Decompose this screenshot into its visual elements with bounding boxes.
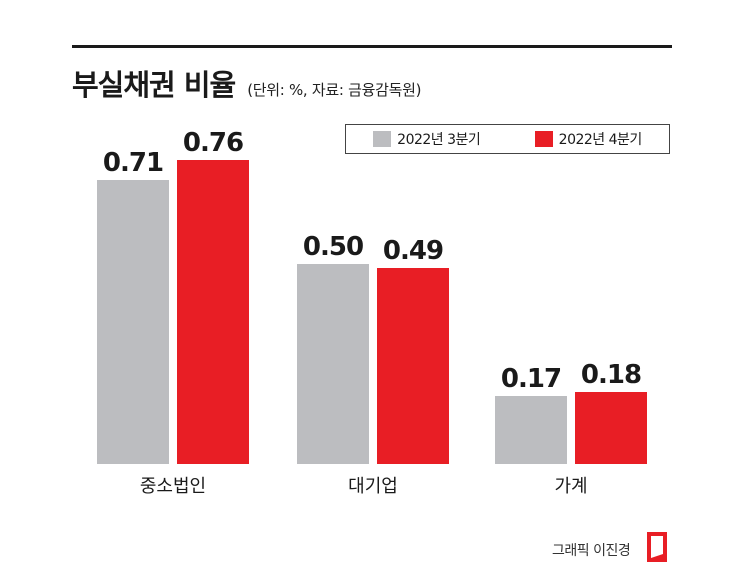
data-label-daegiup-s1: 0.50 bbox=[303, 232, 363, 262]
category-label-daegiup: 대기업 bbox=[348, 476, 398, 497]
bar-daegiup-s1 bbox=[297, 264, 369, 464]
data-label-gagye-s2: 0.18 bbox=[581, 360, 641, 390]
legend-swatch-q3 bbox=[373, 131, 392, 147]
legend-label-q4: 2022년 4분기 bbox=[558, 132, 643, 148]
legend-label-q3: 2022년 3분기 bbox=[397, 132, 481, 148]
legend-item-q3: 2022년 3분기 bbox=[373, 129, 481, 149]
data-label-jungso-s1: 0.71 bbox=[103, 148, 163, 178]
bar-jungso-s2 bbox=[177, 160, 249, 464]
bar-jungso-s1 bbox=[97, 180, 169, 464]
category-label-gagye: 가계 bbox=[554, 476, 587, 497]
data-label-jungso-s2: 0.76 bbox=[183, 128, 243, 158]
graphic-credit: 그래픽 이진경 bbox=[552, 543, 631, 559]
title-block: 부실채권 비율 (단위: %, 자료: 금융감독원) bbox=[72, 62, 421, 104]
legend-swatch-q4 bbox=[534, 131, 553, 147]
data-label-gagye-s1: 0.17 bbox=[501, 364, 561, 394]
top-rule bbox=[72, 45, 672, 48]
publisher-logo-icon bbox=[647, 532, 667, 562]
chart-title: 부실채권 비율 bbox=[72, 68, 236, 102]
bar-gagye-s2 bbox=[575, 392, 647, 464]
bar-daegiup-s2 bbox=[377, 268, 449, 464]
data-label-daegiup-s2: 0.49 bbox=[383, 236, 443, 266]
legend: 2022년 3분기 2022년 4분기 bbox=[345, 124, 670, 154]
legend-item-q4: 2022년 4분기 bbox=[534, 129, 643, 149]
chart-subtitle: (단위: %, 자료: 금융감독원) bbox=[247, 81, 422, 99]
bar-gagye-s1 bbox=[495, 396, 567, 464]
category-label-jungso: 중소법인 bbox=[140, 476, 206, 497]
